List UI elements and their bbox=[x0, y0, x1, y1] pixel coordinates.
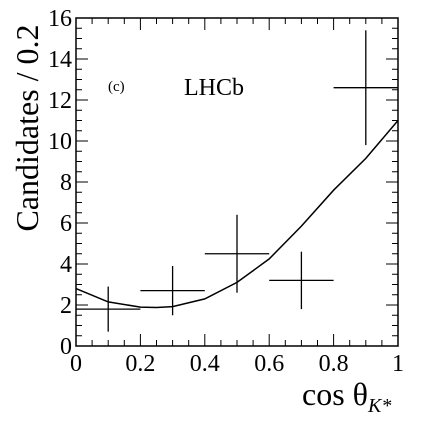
y-tick-label: 2 bbox=[60, 293, 72, 319]
data-points-layer bbox=[76, 30, 398, 332]
y-tick-label: 10 bbox=[48, 129, 72, 155]
data-point bbox=[269, 251, 334, 310]
data-point bbox=[140, 266, 205, 316]
x-axis-title-subscript: K* bbox=[367, 395, 391, 417]
y-tick-label: 12 bbox=[48, 88, 72, 114]
tick-marks-layer bbox=[75, 17, 399, 347]
x-axis-title: cos θK* bbox=[302, 376, 391, 417]
y-tick-label: 8 bbox=[60, 170, 72, 196]
y-axis-title: Candidates / 0.2 bbox=[9, 24, 45, 231]
y-tick-label: 0 bbox=[60, 334, 72, 360]
data-point bbox=[333, 30, 398, 146]
data-point bbox=[204, 214, 270, 293]
x-tick-label: 0 bbox=[70, 351, 82, 377]
x-tick-label: 0.4 bbox=[190, 351, 220, 377]
x-tick-label: 0.2 bbox=[125, 351, 155, 377]
data-point bbox=[76, 286, 141, 332]
y-tick-label: 16 bbox=[48, 6, 72, 32]
x-tick-label: 0.6 bbox=[254, 351, 284, 377]
panel-label: (c) bbox=[108, 79, 125, 95]
plot-frame bbox=[75, 17, 399, 347]
fit-curve bbox=[75, 120, 399, 309]
y-tick-label: 14 bbox=[48, 47, 72, 73]
y-tick-label: 6 bbox=[60, 211, 72, 237]
plot-frame-layer bbox=[75, 17, 399, 347]
experiment-label: LHCb bbox=[184, 75, 244, 101]
fit-curve-layer bbox=[75, 120, 399, 309]
y-tick-label: 4 bbox=[60, 252, 72, 278]
x-tick-label: 1 bbox=[392, 351, 404, 377]
x-tick-labels: 0 0.2 0.4 0.6 0.8 1 bbox=[70, 351, 404, 377]
x-tick-label: 0.8 bbox=[319, 351, 349, 377]
x-axis-title-main: cos θ bbox=[302, 376, 368, 412]
y-tick-labels: 0 2 4 6 8 10 12 14 16 bbox=[48, 6, 72, 360]
